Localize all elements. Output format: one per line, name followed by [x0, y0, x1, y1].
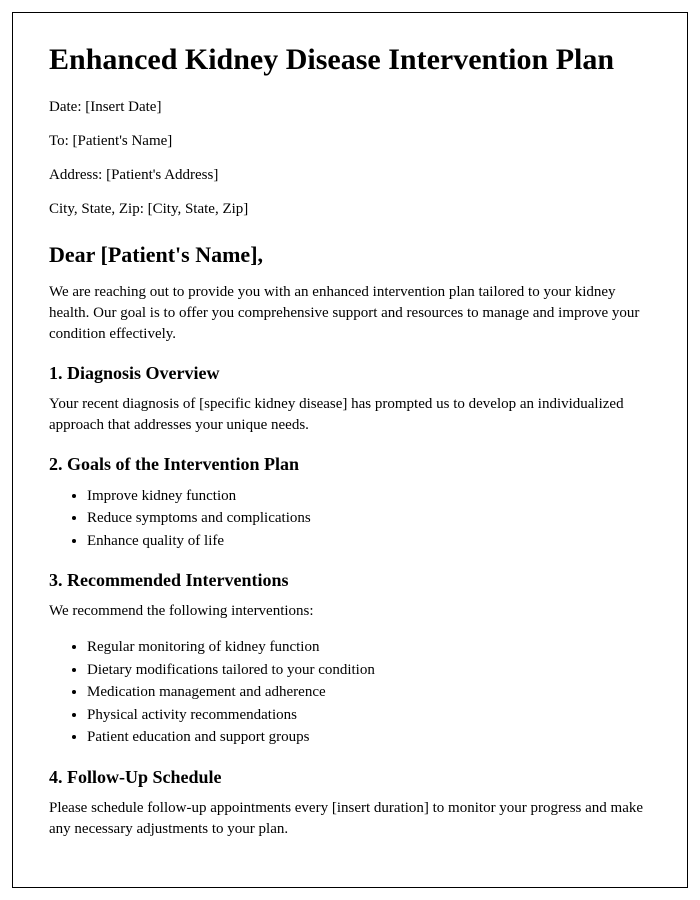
section-body-diagnosis: Your recent diagnosis of [specific kidne…	[49, 394, 651, 436]
section-heading-interventions: 3. Recommended Interventions	[49, 570, 651, 591]
section-body-followup: Please schedule follow-up appointments e…	[49, 798, 651, 840]
intro-paragraph: We are reaching out to provide you with …	[49, 282, 651, 345]
meta-block: Date: [Insert Date] To: [Patient's Name]…	[49, 97, 651, 220]
salutation: Dear [Patient's Name],	[49, 242, 651, 268]
list-item: Reduce symptoms and complications	[87, 507, 651, 530]
section-heading-followup: 4. Follow-Up Schedule	[49, 767, 651, 788]
meta-address: Address: [Patient's Address]	[49, 165, 651, 186]
list-item: Dietary modifications tailored to your c…	[87, 659, 651, 682]
list-item: Physical activity recommendations	[87, 704, 651, 727]
list-item: Medication management and adherence	[87, 681, 651, 704]
meta-to: To: [Patient's Name]	[49, 131, 651, 152]
meta-citystatezip: City, State, Zip: [City, State, Zip]	[49, 199, 651, 220]
list-item: Enhance quality of life	[87, 530, 651, 553]
list-item: Improve kidney function	[87, 485, 651, 508]
list-item: Patient education and support groups	[87, 726, 651, 749]
page-title: Enhanced Kidney Disease Intervention Pla…	[49, 41, 651, 79]
list-item: Regular monitoring of kidney function	[87, 636, 651, 659]
interventions-list: Regular monitoring of kidney function Di…	[49, 636, 651, 749]
interventions-lead: We recommend the following interventions…	[49, 601, 651, 622]
document-page: Enhanced Kidney Disease Intervention Pla…	[12, 12, 688, 888]
goals-list: Improve kidney function Reduce symptoms …	[49, 485, 651, 553]
section-heading-diagnosis: 1. Diagnosis Overview	[49, 363, 651, 384]
meta-date: Date: [Insert Date]	[49, 97, 651, 118]
section-heading-goals: 2. Goals of the Intervention Plan	[49, 454, 651, 475]
